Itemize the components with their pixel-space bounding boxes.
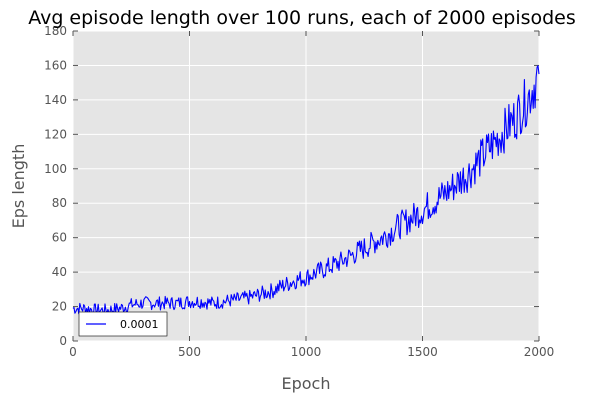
chart-title: Avg episode length over 100 runs, each o… bbox=[28, 7, 576, 29]
legend: 0.0001 bbox=[78, 311, 168, 337]
y-tick-label: 40 bbox=[52, 265, 67, 279]
series-layer bbox=[72, 65, 540, 316]
x-tick-label: 500 bbox=[178, 345, 201, 359]
y-tick-label: 120 bbox=[44, 127, 67, 141]
axis-ticks: 0 500 1000 1500 2000 0 20 40 60 80 100 120 140 160 180 bbox=[44, 24, 554, 359]
y-tick-label: 160 bbox=[44, 58, 67, 72]
x-tick-label: 1000 bbox=[291, 345, 322, 359]
y-tick-label: 80 bbox=[52, 196, 67, 210]
y-tick-label: 100 bbox=[44, 162, 67, 176]
series-line bbox=[72, 65, 540, 316]
y-tick-label: 0 bbox=[59, 334, 67, 348]
y-tick-label: 180 bbox=[44, 24, 67, 38]
y-tick-label: 20 bbox=[52, 300, 67, 314]
x-tick-label: 2000 bbox=[524, 345, 555, 359]
x-tick-label: 0 bbox=[69, 345, 77, 359]
x-axis-label: Epoch bbox=[282, 374, 331, 393]
y-tick-label: 140 bbox=[44, 93, 67, 107]
y-axis-label: Eps length bbox=[9, 144, 28, 229]
legend-label: 0.0001 bbox=[120, 318, 159, 331]
x-tick-label: 1500 bbox=[407, 345, 438, 359]
y-tick-label: 60 bbox=[52, 231, 67, 245]
